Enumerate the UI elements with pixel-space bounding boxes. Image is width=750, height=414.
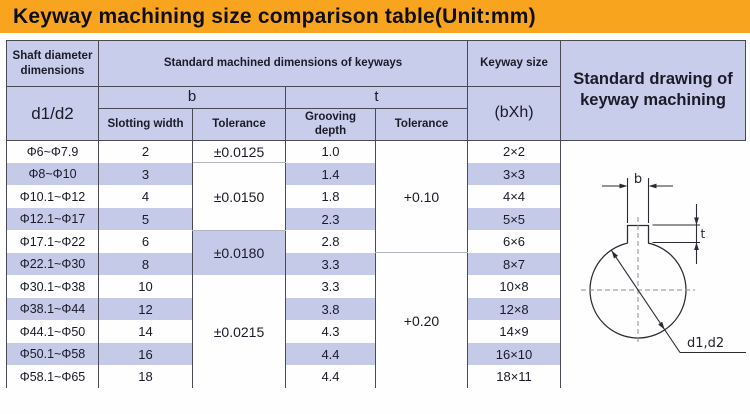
diameter-leader-arrows bbox=[611, 250, 665, 330]
header-shaft-diameter: Shaft diameter dimensions bbox=[6, 40, 99, 87]
slotting-width-cell: 14 bbox=[98, 320, 193, 343]
keyway-table: Shaft diameter dimensions Standard machi… bbox=[6, 40, 747, 388]
header-drawing-title: Standard drawing of keyway machining bbox=[560, 40, 747, 141]
diameter-leader bbox=[611, 249, 747, 353]
shaft-range-cell: Φ50.1~Φ58 bbox=[6, 342, 99, 366]
tolerance-b-cell: ±0.0150 bbox=[192, 162, 286, 231]
header-b-group: b bbox=[98, 86, 286, 109]
table-row: Φ58.1~Φ65 18 4.4 18×11 bbox=[6, 365, 746, 388]
header-standard-dimensions: Standard machined dimensions of keyways bbox=[97, 40, 469, 87]
keyway-size-cell: 3×3 bbox=[467, 162, 562, 186]
grooving-depth-cell: 3.3 bbox=[285, 275, 376, 298]
keyway-size-cell: 10×8 bbox=[467, 275, 562, 298]
table-row: Φ8~Φ10 3 ±0.0150 1.4 3×3 bbox=[6, 162, 746, 231]
tolerance-t-cell: +0.20 bbox=[374, 252, 469, 388]
shaft-range-cell: Φ12.1~Φ17 bbox=[6, 207, 99, 231]
keyway-size-cell: 14×9 bbox=[467, 320, 562, 343]
header-slotting-width: Slotting width bbox=[98, 108, 193, 141]
keyway-drawing-svg: b t d1,d2 bbox=[581, 172, 747, 353]
keyway-size-cell: 12×8 bbox=[467, 297, 562, 321]
page-title: Keyway machining size comparison table(U… bbox=[13, 5, 536, 28]
header-tolerance-b: Tolerance bbox=[192, 108, 286, 141]
slotting-width-cell: 3 bbox=[98, 162, 193, 186]
slotting-width-cell: 12 bbox=[98, 297, 193, 321]
grooving-depth-cell: 4.4 bbox=[285, 342, 376, 366]
label-t: t bbox=[701, 227, 706, 241]
table-row: Φ22.1~Φ30 8 3.3 +0.20 8×7 bbox=[6, 252, 746, 388]
grooving-depth-cell: 2.8 bbox=[285, 230, 376, 253]
grooving-depth-cell: 1.0 bbox=[285, 140, 376, 163]
table-row: Φ44.1~Φ50 14 4.3 14×9 bbox=[6, 320, 746, 343]
tolerance-b-cell: ±0.0180 bbox=[192, 230, 286, 276]
header-tolerance-t: Tolerance bbox=[374, 108, 469, 141]
grooving-depth-cell: 4.4 bbox=[285, 365, 376, 388]
table-row: Φ10.1~Φ12 4 1.8 4×4 bbox=[6, 185, 746, 208]
dimension-t-arrows bbox=[694, 217, 699, 250]
slotting-width-cell: 18 bbox=[98, 365, 193, 388]
dimension-t bbox=[652, 203, 701, 264]
keyway-size-cell: 18×11 bbox=[467, 365, 562, 388]
slotting-width-cell: 10 bbox=[98, 275, 193, 298]
grooving-depth-cell: 3.3 bbox=[285, 252, 376, 276]
slotting-width-cell: 5 bbox=[98, 207, 193, 231]
label-d1d2: d1,d2 bbox=[687, 336, 724, 351]
grooving-depth-cell: 1.4 bbox=[285, 162, 376, 186]
slotting-width-cell: 8 bbox=[98, 252, 193, 276]
keyway-size-cell: 8×7 bbox=[467, 252, 562, 276]
shaft-range-cell: Φ30.1~Φ38 bbox=[6, 275, 99, 298]
table-row: Φ30.1~Φ38 10 ±0.0215 3.3 10×8 bbox=[6, 275, 746, 388]
keyway-drawing: b t d1,d2 bbox=[560, 140, 747, 388]
grooving-depth-cell: 2.3 bbox=[285, 207, 376, 231]
tolerance-b-cell: ±0.0215 bbox=[192, 275, 286, 388]
slotting-width-cell: 4 bbox=[98, 185, 193, 208]
header-keyway-size: Keyway size bbox=[467, 40, 562, 87]
shaft-range-cell: Φ8~Φ10 bbox=[6, 162, 99, 186]
grooving-depth-cell: 1.8 bbox=[285, 185, 376, 208]
table-row: Φ17.1~Φ22 6 ±0.0180 2.8 6×6 bbox=[6, 230, 746, 276]
table-row: Φ38.1~Φ44 12 3.8 12×8 bbox=[6, 297, 746, 321]
shaft-range-cell: Φ44.1~Φ50 bbox=[6, 320, 99, 343]
tolerance-b-cell: ±0.0125 bbox=[192, 140, 286, 164]
header-d1d2: d1/d2 bbox=[6, 86, 99, 141]
keyway-size-cell: 4×4 bbox=[467, 185, 562, 208]
table-row: Φ6~Φ7.9 2 ±0.0125 1.0 +0.10 2×2 bbox=[6, 140, 747, 388]
tolerance-t-cell: +0.10 bbox=[374, 140, 469, 254]
shaft-range-cell: Φ10.1~Φ12 bbox=[6, 185, 99, 208]
header-t-group: t bbox=[284, 86, 469, 109]
shaft-range-cell: Φ17.1~Φ22 bbox=[6, 230, 99, 253]
title-banner: Keyway machining size comparison table(U… bbox=[0, 0, 750, 33]
grooving-depth-cell: 4.3 bbox=[285, 320, 376, 343]
label-b: b bbox=[634, 172, 642, 187]
dimension-b bbox=[602, 177, 674, 223]
grooving-depth-cell: 3.8 bbox=[285, 297, 376, 321]
keyway-size-cell: 5×5 bbox=[467, 207, 562, 231]
table-row: Φ50.1~Φ58 16 4.4 16×10 bbox=[6, 342, 746, 366]
shaft-range-cell: Φ6~Φ7.9 bbox=[6, 140, 99, 163]
header-bxh: (bXh) bbox=[467, 86, 562, 141]
shaft-range-cell: Φ22.1~Φ30 bbox=[6, 252, 99, 276]
slotting-width-cell: 6 bbox=[98, 230, 193, 253]
slotting-width-cell: 2 bbox=[98, 140, 193, 163]
slotting-width-cell: 16 bbox=[98, 342, 193, 366]
shaft-range-cell: Φ38.1~Φ44 bbox=[6, 297, 99, 321]
keyway-size-cell: 2×2 bbox=[467, 140, 562, 163]
table-row: Φ12.1~Φ17 5 2.3 5×5 bbox=[6, 207, 746, 231]
header-grooving-depth: Grooving depth bbox=[285, 108, 376, 141]
keyway-size-cell: 16×10 bbox=[467, 342, 562, 366]
shaft-range-cell: Φ58.1~Φ65 bbox=[6, 365, 99, 388]
dimension-b-arrows bbox=[619, 183, 657, 189]
keyway-size-cell: 6×6 bbox=[467, 230, 562, 253]
